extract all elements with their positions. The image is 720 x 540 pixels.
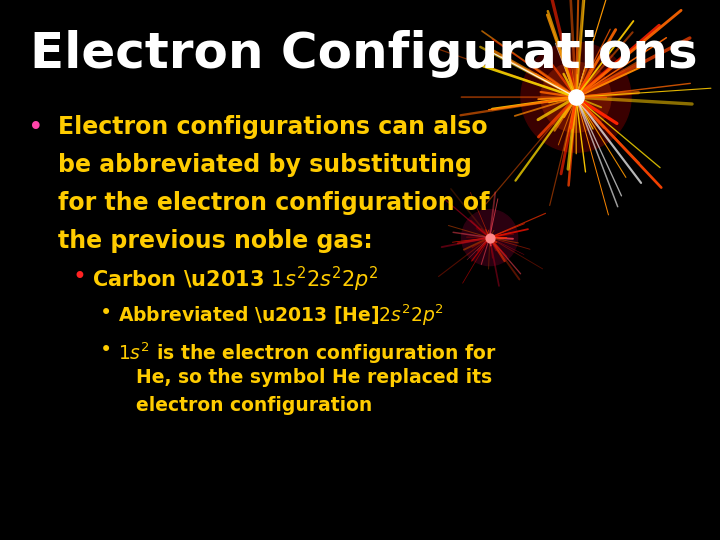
Text: He, so the symbol He replaced its: He, so the symbol He replaced its — [136, 368, 492, 387]
Text: Electron Configurations: Electron Configurations — [30, 30, 698, 78]
Text: •: • — [100, 303, 112, 323]
Circle shape — [462, 210, 518, 266]
Text: $\mathit{1s^{2}}$ is the electron configuration for: $\mathit{1s^{2}}$ is the electron config… — [118, 340, 497, 366]
Circle shape — [541, 62, 611, 132]
Text: be abbreviated by substituting: be abbreviated by substituting — [58, 153, 472, 177]
Circle shape — [521, 42, 631, 152]
Text: •: • — [72, 265, 86, 289]
Text: Electron configurations can also: Electron configurations can also — [58, 115, 487, 139]
Text: Abbreviated \u2013 [He]$\mathit{2s^{2}2p^{2}}$: Abbreviated \u2013 [He]$\mathit{2s^{2}2p… — [118, 303, 444, 328]
Text: •: • — [28, 115, 44, 141]
Text: for the electron configuration of: for the electron configuration of — [58, 191, 490, 215]
Text: electron configuration: electron configuration — [136, 396, 372, 415]
Text: the previous noble gas:: the previous noble gas: — [58, 229, 373, 253]
Point — [570, 93, 582, 102]
Point — [484, 233, 495, 242]
Text: Carbon \u2013 $\mathit{1s^{2}2s^{2}2p^{2}}$: Carbon \u2013 $\mathit{1s^{2}2s^{2}2p^{2… — [92, 265, 379, 294]
Text: •: • — [100, 340, 112, 360]
